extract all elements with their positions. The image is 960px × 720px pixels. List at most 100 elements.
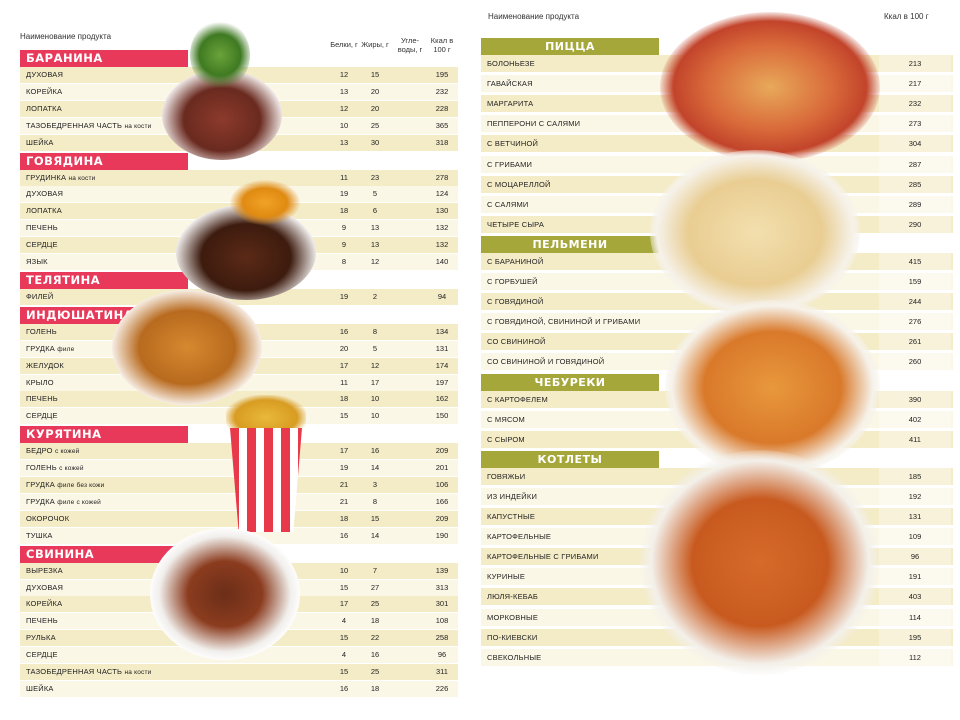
kcal-value: 390 (879, 390, 951, 408)
product-name: Шейка (26, 681, 54, 697)
kcal-value: 228 (435, 103, 449, 113)
product-name: Сердце (26, 408, 58, 424)
kcal-value: 213 (879, 55, 951, 72)
protein-value: 21 (339, 496, 349, 506)
product-name-text: Шейка (26, 683, 54, 693)
fat-value: 23 (370, 172, 380, 182)
kcal-value: 174 (435, 360, 449, 370)
product-note: филе без кожи (57, 482, 105, 489)
product-name: Духовая (26, 67, 63, 83)
protein-value: 18 (339, 513, 349, 523)
product-name: Корейка (26, 596, 62, 612)
kcal-value: 130 (435, 206, 449, 216)
fat-value: 16 (370, 446, 380, 456)
product-name: С ветчиной (487, 139, 539, 149)
product-name: С мясом (487, 414, 525, 424)
kcal-value: 244 (879, 293, 951, 311)
product-name: Морковные (487, 612, 539, 622)
product-name: Голень с кожей (26, 460, 84, 477)
protein-value: 15 (339, 633, 349, 643)
protein-value: 9 (341, 223, 347, 233)
kcal-value: 209 (435, 513, 449, 523)
product-name: Желудок (26, 358, 64, 374)
product-note: на кости (124, 122, 152, 130)
product-name-text: Печень (26, 616, 58, 626)
left-section-header: ГОВЯДИНА (20, 152, 188, 170)
product-name: Сердце (26, 647, 58, 663)
kcal-value: 192 (879, 487, 951, 505)
fat-value: 20 (370, 103, 380, 113)
product-name-text: Духовая (26, 189, 64, 199)
kcal-value: 131 (879, 508, 951, 525)
left-header-name: Наименование продукта (20, 32, 112, 41)
product-name: Куриные (487, 572, 526, 582)
product-name-text: Корейка (26, 86, 63, 96)
fat-value: 25 (370, 667, 380, 676)
kcal-value: 285 (879, 175, 951, 193)
product-name: Лопатка (26, 203, 62, 219)
fat-value: 25 (370, 120, 380, 130)
right-section-header: КОТЛЕТЫ (481, 450, 659, 468)
product-name: Свекольные (487, 652, 542, 662)
left-header-fat: Жиры, г (361, 40, 389, 49)
product-name: Бедро с кожей (26, 443, 80, 460)
kcal-value: 232 (879, 95, 951, 113)
fat-value: 13 (370, 240, 380, 250)
kcal-value: 311 (436, 667, 448, 676)
table-row: Шейка 16 18 226 (20, 680, 458, 697)
product-name: Духовая (26, 580, 63, 596)
left-header-kcal: Ккал в 100 г (430, 36, 454, 54)
product-name-text: Грудинка (26, 172, 67, 182)
fat-value: 10 (370, 394, 380, 404)
fat-value: 20 (370, 86, 380, 96)
right-section-header: ЧЕБУРЕКИ (481, 373, 659, 391)
fat-value: 18 (370, 616, 380, 626)
protein-value: 8 (341, 257, 347, 266)
product-name: Люля-кебаб (487, 592, 539, 602)
fat-value: 12 (370, 257, 380, 266)
kcal-value: 301 (435, 599, 449, 609)
product-name-text: Сердце (26, 240, 58, 250)
product-name: Печень (26, 613, 58, 629)
fat-value: 14 (370, 530, 380, 540)
product-note: с кожей (59, 465, 84, 473)
product-name: Капустные (487, 512, 536, 521)
kcal-value: 226 (435, 683, 449, 693)
left-section-header: БАРАНИНА (20, 50, 188, 67)
product-name-text: Тазобедренная часть (26, 120, 123, 130)
fat-value: 13 (370, 223, 380, 233)
product-name: Четыре сыра (487, 219, 545, 229)
product-name-text: Бедро (26, 446, 53, 456)
kcal-value: 166 (435, 496, 449, 506)
kcal-value: 162 (435, 394, 449, 404)
kcal-value: 112 (879, 648, 951, 666)
product-name-text: Голень (26, 326, 57, 336)
protein-value: 13 (339, 86, 349, 96)
product-name: Рулька (26, 630, 56, 646)
product-name: Со свининой и говядиной (487, 357, 605, 367)
right-header-kcal: Ккал в 100 г (884, 12, 929, 21)
protein-value: 20 (339, 343, 349, 353)
protein-value: 15 (339, 667, 349, 676)
product-note: филе с кожей (57, 498, 101, 506)
fat-value: 5 (372, 189, 378, 199)
kcal-value: 195 (435, 70, 449, 79)
fat-value: 2 (372, 291, 378, 301)
protein-value: 17 (339, 360, 349, 370)
kcal-value: 304 (879, 135, 951, 153)
fat-value: 17 (370, 377, 380, 387)
protein-value: 16 (339, 683, 349, 693)
product-note: на кости (124, 669, 152, 676)
kcal-value: 132 (435, 240, 449, 250)
kcal-value: 131 (435, 343, 449, 353)
protein-value: 16 (339, 530, 349, 540)
fat-value: 7 (372, 565, 378, 575)
protein-value: 18 (339, 206, 349, 216)
product-name-text: Грудка (26, 343, 55, 353)
product-name-text: Печень (26, 223, 58, 233)
protein-value: 19 (339, 189, 349, 199)
product-name-text: Филей (26, 291, 54, 301)
kcal-value: 114 (879, 608, 951, 626)
protein-value: 12 (339, 70, 349, 79)
product-name: С говядиной, свининой и грибами (487, 317, 641, 327)
